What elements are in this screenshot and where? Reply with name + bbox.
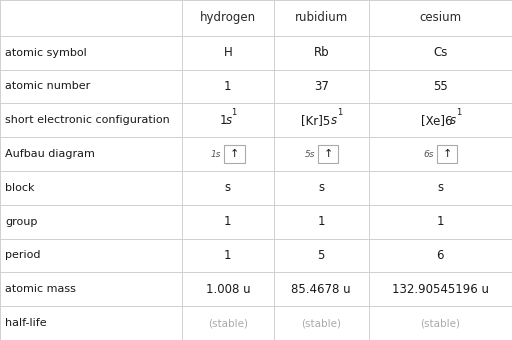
Text: 1: 1 — [224, 249, 231, 262]
Text: 1: 1 — [231, 108, 237, 117]
Text: 5: 5 — [317, 249, 325, 262]
Text: group: group — [5, 217, 37, 227]
Text: s: s — [318, 181, 324, 194]
Bar — [317, 145, 338, 163]
Bar — [224, 145, 245, 163]
Text: short electronic configuration: short electronic configuration — [5, 115, 170, 125]
Text: 1: 1 — [456, 108, 461, 117]
Text: half-life: half-life — [5, 318, 47, 328]
Text: (stable): (stable) — [208, 318, 248, 328]
Text: (stable): (stable) — [301, 318, 342, 328]
Text: 1s: 1s — [211, 150, 222, 158]
Text: 132.90545196 u: 132.90545196 u — [392, 283, 489, 296]
Text: 1: 1 — [317, 215, 325, 228]
Text: block: block — [5, 183, 35, 193]
Text: atomic number: atomic number — [5, 81, 91, 91]
Text: [Xe]6: [Xe]6 — [420, 114, 452, 127]
Text: s: s — [450, 114, 456, 127]
Text: 1: 1 — [224, 215, 231, 228]
Text: 1: 1 — [337, 108, 342, 117]
Text: 6s: 6s — [423, 150, 434, 158]
Text: s: s — [226, 114, 232, 127]
Text: ↑: ↑ — [442, 149, 452, 159]
Text: hydrogen: hydrogen — [200, 11, 256, 24]
Text: H: H — [223, 46, 232, 59]
Text: s: s — [225, 181, 231, 194]
Text: 37: 37 — [314, 80, 329, 93]
Text: cesium: cesium — [419, 11, 461, 24]
Text: 6: 6 — [437, 249, 444, 262]
Text: atomic symbol: atomic symbol — [5, 48, 87, 57]
Text: Rb: Rb — [313, 46, 329, 59]
Text: period: period — [5, 251, 40, 260]
Text: s: s — [331, 114, 337, 127]
Text: 1: 1 — [224, 80, 231, 93]
Bar — [437, 145, 457, 163]
Text: rubidium: rubidium — [294, 11, 348, 24]
Text: Aufbau diagram: Aufbau diagram — [5, 149, 95, 159]
Text: ↑: ↑ — [323, 149, 333, 159]
Text: 85.4678 u: 85.4678 u — [291, 283, 351, 296]
Text: s: s — [437, 181, 443, 194]
Text: 1: 1 — [220, 114, 227, 127]
Text: [Kr]5: [Kr]5 — [302, 114, 331, 127]
Text: 1: 1 — [437, 215, 444, 228]
Text: 5s: 5s — [304, 150, 315, 158]
Text: 1.008 u: 1.008 u — [205, 283, 250, 296]
Text: atomic mass: atomic mass — [5, 284, 76, 294]
Text: 55: 55 — [433, 80, 447, 93]
Text: ↑: ↑ — [230, 149, 239, 159]
Text: (stable): (stable) — [420, 318, 460, 328]
Text: Cs: Cs — [433, 46, 447, 59]
